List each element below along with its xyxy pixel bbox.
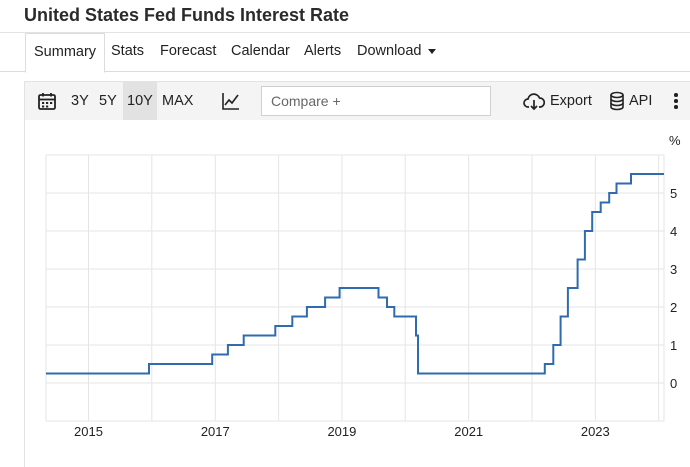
x-tick-label: 2017 bbox=[201, 424, 230, 439]
y-tick-label: 2 bbox=[670, 300, 677, 315]
page-title: United States Fed Funds Interest Rate bbox=[24, 5, 350, 25]
range-5y-button[interactable]: 5Y bbox=[99, 93, 117, 109]
chevron-down-icon bbox=[427, 48, 436, 54]
y-axis-ticks: 0 1 2 3 4 5 bbox=[670, 186, 677, 391]
x-tick-label: 2021 bbox=[454, 424, 483, 439]
tab-calendar[interactable]: Calendar bbox=[231, 43, 290, 59]
x-axis-ticks: 2015 2017 2019 2021 2023 bbox=[74, 424, 610, 439]
compare-input[interactable] bbox=[261, 86, 491, 116]
range-10y-button[interactable]: 10Y bbox=[123, 82, 157, 120]
api-button[interactable]: API bbox=[629, 93, 653, 109]
x-tick-label: 2015 bbox=[74, 424, 103, 439]
y-tick-label: 3 bbox=[670, 262, 677, 277]
fed-funds-rate-series-line bbox=[46, 173, 664, 375]
tab-forecast[interactable]: Forecast bbox=[160, 43, 217, 59]
tab-download[interactable]: Download bbox=[357, 33, 436, 72]
y-tick-label: 5 bbox=[670, 186, 677, 201]
tab-download-label: Download bbox=[357, 43, 422, 59]
tab-stats[interactable]: Stats bbox=[111, 43, 145, 59]
x-tick-label: 2019 bbox=[327, 424, 356, 439]
export-button[interactable]: Export bbox=[550, 93, 592, 109]
y-tick-label: 0 bbox=[670, 376, 677, 391]
cloud-download-icon[interactable] bbox=[523, 91, 545, 111]
database-icon[interactable] bbox=[609, 91, 625, 111]
calendar-icon[interactable] bbox=[37, 91, 57, 111]
more-options-icon[interactable] bbox=[673, 93, 679, 109]
tab-bar: Summary Stats Forecast Calendar Alerts D… bbox=[0, 32, 690, 73]
tab-alerts[interactable]: Alerts bbox=[304, 43, 342, 59]
chart-panel bbox=[24, 81, 690, 467]
y-tick-label: 4 bbox=[670, 224, 677, 239]
y-tick-label: 1 bbox=[670, 338, 677, 353]
y-axis-unit-label: % bbox=[669, 133, 681, 148]
range-max-button[interactable]: MAX bbox=[162, 93, 194, 109]
chart-type-icon[interactable] bbox=[221, 91, 241, 111]
range-3y-button[interactable]: 3Y bbox=[71, 93, 89, 109]
x-tick-label: 2023 bbox=[581, 424, 610, 439]
tab-summary[interactable]: Summary bbox=[25, 33, 106, 73]
